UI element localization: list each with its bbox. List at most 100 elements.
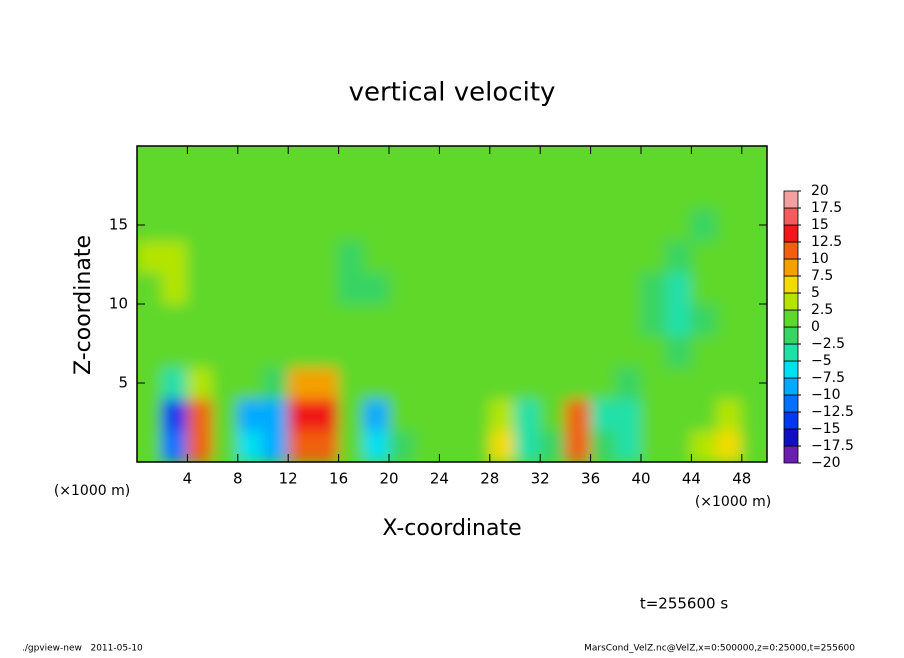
field-cell [287, 429, 314, 462]
field-cell [514, 240, 541, 273]
field-cell [514, 177, 541, 210]
colorbar-label: −5 [811, 353, 832, 369]
field-cell [186, 429, 214, 462]
field-cell [615, 177, 642, 210]
field-cell [741, 271, 767, 305]
field-cell [388, 271, 415, 305]
field-cell [464, 177, 491, 210]
field-cell [186, 366, 214, 400]
field-cell [312, 177, 340, 210]
field-cell [137, 303, 163, 337]
field-cell [489, 335, 516, 368]
field-cell [161, 208, 188, 242]
field-cell [564, 271, 592, 305]
field-cell [741, 146, 767, 179]
x-unit: (×1000 m) [695, 494, 771, 510]
field-cell [212, 208, 239, 242]
field-cell [438, 366, 466, 400]
field-cell [615, 303, 642, 337]
field-cell [186, 146, 214, 179]
field-cell [262, 429, 289, 462]
field-cell [690, 177, 718, 210]
field-cell [640, 177, 667, 210]
field-cell [464, 429, 491, 462]
field-cell [287, 240, 314, 273]
field-cell [312, 240, 340, 273]
field-cell [287, 398, 314, 431]
field-cell [338, 398, 365, 431]
field-cell [539, 366, 566, 400]
field-cell [237, 146, 264, 179]
field-cell [489, 177, 516, 210]
field-cell [640, 398, 667, 431]
field-cell [212, 271, 239, 305]
field-cell [640, 303, 667, 337]
x-tick-label: 24 [430, 470, 449, 488]
field-cell [690, 366, 718, 400]
x-tick-label: 28 [480, 470, 499, 488]
footer-left: ./gpview-new 2011-05-10 [22, 644, 143, 654]
field-cell [262, 208, 289, 242]
field-cell [514, 146, 541, 179]
field-cell [363, 303, 390, 337]
field-cell [464, 240, 491, 273]
field-cell [212, 240, 239, 273]
colorbar-label: −20 [811, 455, 841, 471]
field-cell [237, 429, 264, 462]
x-tick-label: 32 [531, 470, 550, 488]
field-cell [640, 271, 667, 305]
field-cell [716, 146, 743, 179]
field-cell [212, 303, 239, 337]
field-cell [262, 146, 289, 179]
field-cell [287, 366, 314, 400]
field-cell [237, 208, 264, 242]
x-tick-label: 20 [379, 470, 398, 488]
field-cell [665, 208, 692, 242]
field-cell [539, 208, 566, 242]
field-cell [262, 271, 289, 305]
field-cell [388, 398, 415, 431]
x-tick-label: 36 [581, 470, 600, 488]
field-cell [514, 398, 541, 431]
field-cell [413, 398, 440, 431]
y-tick-label: 5 [118, 374, 128, 392]
field-cell [161, 146, 188, 179]
field-cell [338, 366, 365, 400]
field-cell [489, 398, 516, 431]
field-cell [287, 271, 314, 305]
field-cell [564, 177, 592, 210]
field-cell [464, 146, 491, 179]
colorbar-box [783, 326, 799, 345]
field-cell [363, 208, 390, 242]
field-cell [741, 429, 767, 462]
field-cell [489, 271, 516, 305]
x-tick-label: 8 [233, 470, 243, 488]
colorbar-box [783, 190, 799, 209]
field-cell [489, 366, 516, 400]
field-cell [464, 208, 491, 242]
field-cell [186, 271, 214, 305]
field-cell [237, 177, 264, 210]
field-cell [161, 303, 188, 337]
field-cell [539, 398, 566, 431]
field-cell [665, 398, 692, 431]
field-cell [665, 240, 692, 273]
field-cell [464, 303, 491, 337]
field-cell [137, 146, 163, 179]
field-cell [640, 335, 667, 368]
field-cell [161, 398, 188, 431]
x-tick-label: 16 [329, 470, 348, 488]
field-cell [186, 398, 214, 431]
field-cell [363, 177, 390, 210]
field-cell [716, 366, 743, 400]
field [137, 146, 767, 462]
field-cell [388, 146, 415, 179]
field-cell [564, 303, 592, 337]
field-cell [539, 271, 566, 305]
field-cell [338, 240, 365, 273]
colorbar-box [783, 241, 799, 260]
field-cell [514, 366, 541, 400]
colorbar-box [783, 224, 799, 243]
field-cell [590, 271, 617, 305]
